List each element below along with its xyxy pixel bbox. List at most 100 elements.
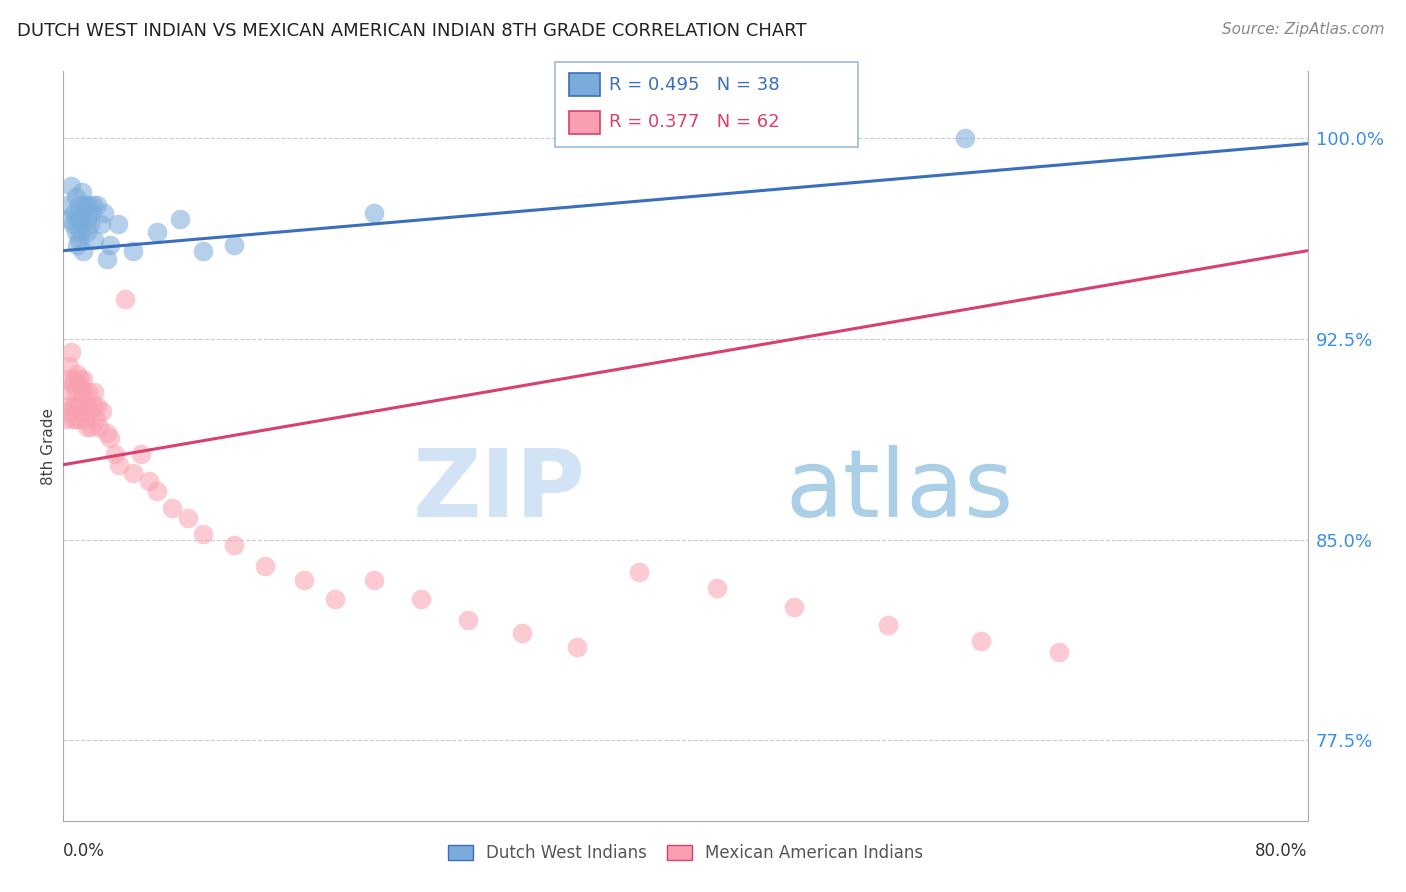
Point — [67, 233, 90, 247]
Point — [65, 385, 87, 400]
Point — [72, 244, 94, 258]
Point — [69, 399, 91, 413]
Point — [67, 412, 90, 426]
Point — [363, 573, 385, 587]
Point — [122, 466, 145, 480]
Point — [87, 420, 110, 434]
Point — [73, 412, 96, 426]
Point — [107, 217, 129, 231]
Point — [104, 447, 127, 461]
Point — [409, 591, 432, 606]
Point — [457, 613, 479, 627]
Point — [84, 412, 107, 426]
Point — [58, 359, 80, 373]
Point — [65, 225, 87, 239]
Point — [73, 198, 96, 212]
Point — [1047, 645, 1070, 659]
Point — [145, 484, 167, 499]
Point — [77, 198, 100, 212]
Point — [58, 399, 80, 413]
Point — [565, 640, 588, 654]
Point — [138, 474, 160, 488]
Point — [69, 372, 91, 386]
Point — [60, 345, 83, 359]
Point — [325, 591, 347, 606]
Point — [91, 404, 114, 418]
Point — [72, 206, 94, 220]
Point — [56, 404, 79, 418]
Point — [876, 618, 898, 632]
Text: ZIP: ZIP — [413, 445, 586, 537]
Point — [93, 206, 115, 220]
Point — [63, 372, 86, 386]
Point — [76, 211, 98, 226]
Text: atlas: atlas — [785, 445, 1014, 537]
Point — [62, 217, 84, 231]
Point — [76, 420, 98, 434]
Point — [510, 626, 533, 640]
Point — [70, 385, 93, 400]
Point — [970, 634, 993, 648]
Text: 80.0%: 80.0% — [1256, 842, 1308, 860]
Point — [63, 399, 86, 413]
Point — [82, 399, 104, 413]
Point — [783, 599, 806, 614]
Point — [55, 412, 77, 426]
Point — [114, 292, 136, 306]
Point — [69, 211, 91, 226]
Point — [83, 385, 105, 400]
Point — [65, 412, 87, 426]
Point — [96, 425, 118, 440]
Point — [80, 420, 103, 434]
Point — [70, 185, 93, 199]
Text: DUTCH WEST INDIAN VS MEXICAN AMERICAN INDIAN 8TH GRADE CORRELATION CHART: DUTCH WEST INDIAN VS MEXICAN AMERICAN IN… — [17, 22, 807, 40]
Point — [86, 198, 108, 212]
Legend: Dutch West Indians, Mexican American Indians: Dutch West Indians, Mexican American Ind… — [441, 838, 929, 869]
Point — [70, 217, 93, 231]
Point — [56, 198, 79, 212]
Point — [706, 581, 728, 595]
Point — [60, 385, 83, 400]
Text: R = 0.495   N = 38: R = 0.495 N = 38 — [609, 76, 779, 94]
Point — [66, 211, 89, 226]
Point — [98, 238, 121, 252]
Point — [254, 559, 277, 574]
Point — [79, 404, 101, 418]
Point — [224, 538, 246, 552]
Point — [145, 225, 167, 239]
Point — [82, 198, 104, 212]
Point — [67, 377, 90, 392]
Point — [177, 511, 200, 525]
Point — [193, 244, 215, 258]
Point — [72, 385, 94, 400]
Point — [69, 225, 91, 239]
Point — [76, 399, 98, 413]
Point — [86, 399, 108, 413]
Point — [80, 206, 103, 220]
Point — [79, 217, 101, 231]
Y-axis label: 8th Grade: 8th Grade — [41, 408, 56, 484]
Text: Source: ZipAtlas.com: Source: ZipAtlas.com — [1222, 22, 1385, 37]
Point — [62, 412, 84, 426]
Point — [955, 131, 977, 145]
Text: 0.0%: 0.0% — [63, 842, 105, 860]
Point — [169, 211, 191, 226]
Point — [65, 190, 87, 204]
Point — [72, 372, 94, 386]
Point — [60, 179, 83, 194]
Point — [96, 252, 118, 266]
Point — [160, 500, 183, 515]
Point — [63, 206, 86, 220]
Point — [627, 565, 650, 579]
Point — [363, 206, 385, 220]
Point — [70, 404, 93, 418]
Point — [67, 198, 90, 212]
Point — [77, 385, 100, 400]
Point — [66, 399, 89, 413]
Point — [292, 573, 315, 587]
Point — [129, 447, 152, 461]
Point — [83, 233, 105, 247]
Point — [90, 217, 112, 231]
Point — [224, 238, 246, 252]
Point — [76, 225, 98, 239]
